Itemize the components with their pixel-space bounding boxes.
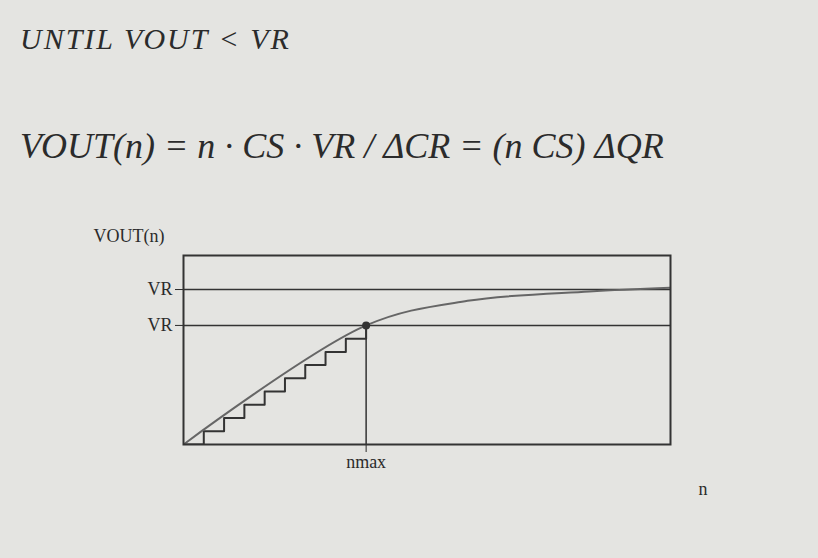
svg-text:n: n (699, 479, 708, 499)
svg-text:nmax: nmax (346, 452, 386, 472)
svg-text:VR: VR (147, 315, 172, 335)
html-text:VOUT(n) = n · CS · VR / ΔCR =: VOUT(n) = n · CS · VR / ΔCR = (n CS) ΔQR (20, 126, 664, 166)
html-text:UNTIL VOUT < VR: UNTIL VOUT < VR (20, 22, 291, 55)
svg-text:VOUT(n): VOUT(n) (94, 226, 165, 247)
svg-text:VR: VR (147, 279, 172, 299)
